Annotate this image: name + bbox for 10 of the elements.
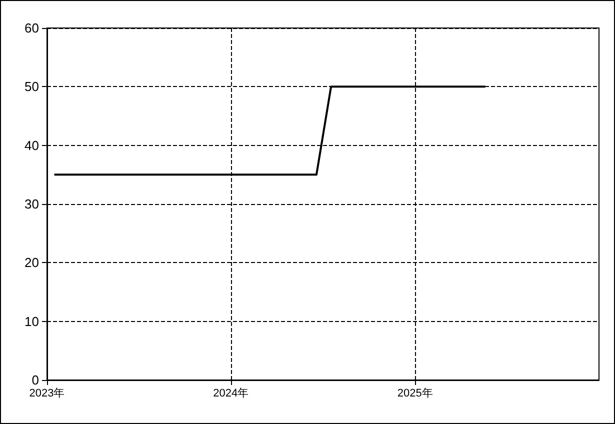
x-tick-label: 2024年 xyxy=(213,388,249,400)
x-tick-label: 2023年 xyxy=(29,388,65,400)
y-tick-label: 10 xyxy=(24,314,39,329)
y-tick-label: 0 xyxy=(32,372,39,388)
y-tick-label: 20 xyxy=(24,255,39,270)
y-tick-label: 50 xyxy=(24,79,39,94)
y-tick-label: 40 xyxy=(24,138,39,153)
y-tick-label: 30 xyxy=(24,196,39,212)
x-tick-label: 2025年 xyxy=(397,388,433,400)
y-tick-label: 60 xyxy=(24,20,39,36)
